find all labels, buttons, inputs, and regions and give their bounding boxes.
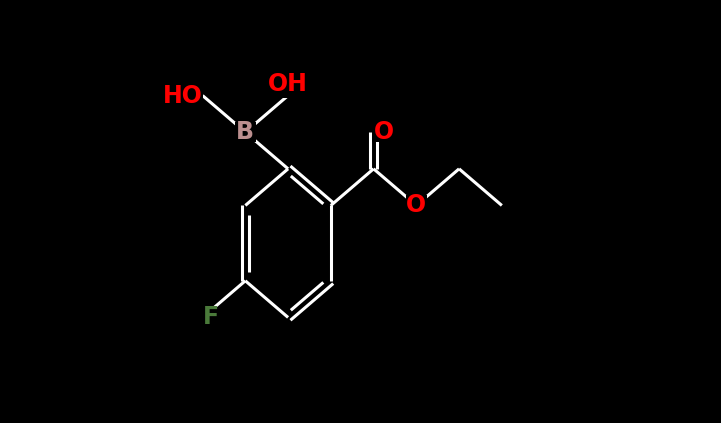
FancyBboxPatch shape bbox=[371, 122, 392, 143]
FancyBboxPatch shape bbox=[272, 77, 304, 98]
FancyBboxPatch shape bbox=[235, 122, 255, 143]
Text: O: O bbox=[373, 120, 394, 144]
FancyBboxPatch shape bbox=[200, 307, 221, 327]
Text: O: O bbox=[406, 193, 426, 217]
Text: HO: HO bbox=[163, 84, 203, 107]
Text: B: B bbox=[236, 120, 255, 144]
FancyBboxPatch shape bbox=[158, 85, 203, 106]
FancyBboxPatch shape bbox=[406, 195, 427, 216]
Text: F: F bbox=[203, 305, 218, 330]
Text: OH: OH bbox=[268, 71, 308, 96]
